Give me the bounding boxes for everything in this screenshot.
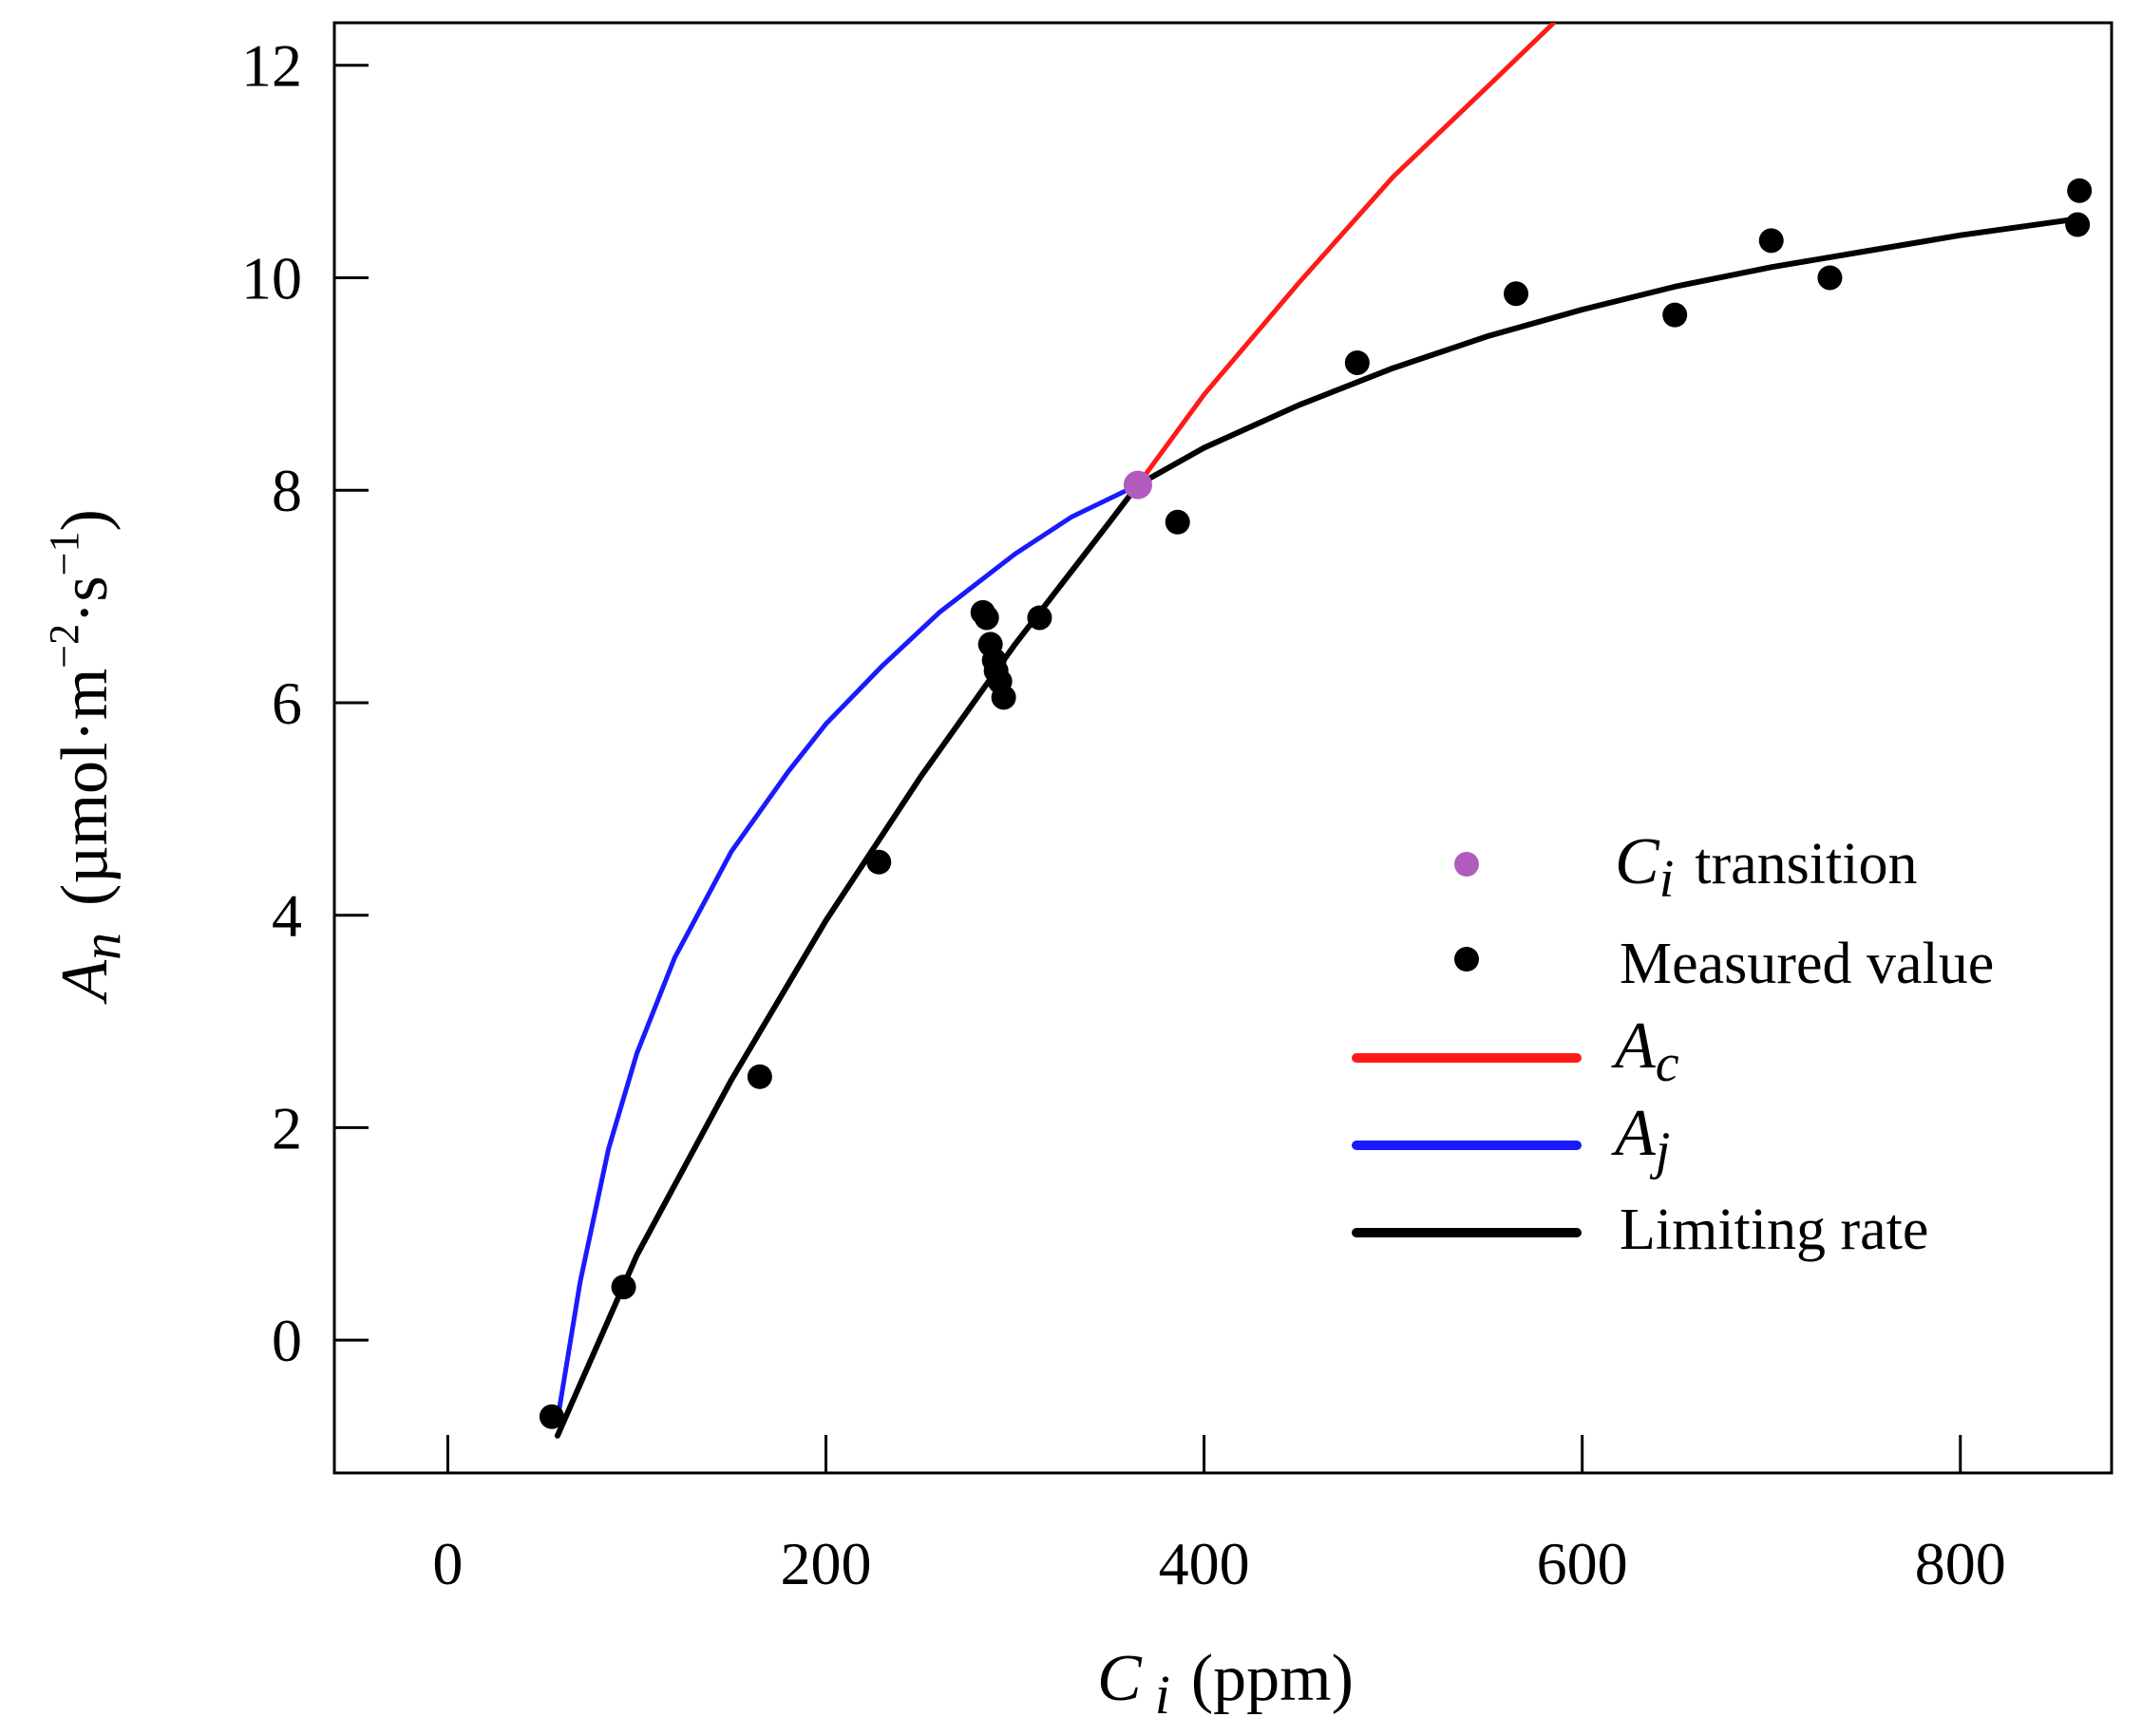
measured-point bbox=[611, 1274, 636, 1300]
legend-transition-label: Ci transition bbox=[1615, 825, 1917, 909]
y-tick-label: 8 bbox=[272, 457, 302, 524]
measured-point bbox=[747, 1064, 772, 1089]
measured-point bbox=[1817, 265, 1843, 291]
legend-limiting-label: Limiting rate bbox=[1620, 1198, 1928, 1262]
measured-point bbox=[1027, 605, 1052, 631]
transition-point bbox=[1123, 470, 1152, 500]
legend-transition-marker bbox=[1454, 852, 1479, 877]
x-tick-label: 200 bbox=[781, 1530, 872, 1597]
series-line-a-c bbox=[555, 23, 1557, 1439]
measured-point bbox=[1504, 281, 1529, 307]
measured-point bbox=[539, 1404, 564, 1429]
y-tick-label: 6 bbox=[272, 670, 302, 737]
y-axis-ticks: 0 2 4 6 8 10 12 bbox=[241, 32, 369, 1374]
measured-point bbox=[2067, 178, 2093, 203]
y-tick-label: 12 bbox=[241, 32, 302, 100]
series-layer bbox=[554, 23, 2077, 1439]
measured-point bbox=[1344, 349, 1370, 375]
measured-point bbox=[1662, 302, 1688, 328]
plot-frame bbox=[332, 21, 2114, 1475]
measured-point bbox=[1758, 228, 1784, 254]
measured-point bbox=[866, 849, 892, 875]
y-tick-label: 0 bbox=[272, 1307, 302, 1374]
legend-measured-marker bbox=[1454, 947, 1479, 972]
measured-point bbox=[2065, 212, 2091, 237]
x-tick-label: 400 bbox=[1159, 1530, 1250, 1597]
measured-point bbox=[974, 605, 999, 631]
y-tick-label: 4 bbox=[272, 882, 302, 950]
x-tick-label: 800 bbox=[1915, 1530, 2006, 1597]
measured-point bbox=[991, 685, 1016, 710]
legend-ac-label: Ac bbox=[1611, 1010, 1679, 1093]
x-axis-ticks: 0 200 400 600 800 bbox=[432, 1435, 2006, 1597]
legend-aj-label: Aj bbox=[1611, 1097, 1670, 1180]
legend-measured-label: Measured value bbox=[1620, 932, 1994, 996]
series-line-limiting-rate bbox=[554, 217, 2077, 1439]
y-axis-title: An(µmol·m−2·s−1) bbox=[41, 509, 132, 1005]
y-tick-label: 2 bbox=[272, 1094, 302, 1161]
x-tick-label: 0 bbox=[432, 1530, 463, 1597]
legend: Ci transition Measured value Ac Aj Limiti… bbox=[1352, 825, 1994, 1262]
measured-points bbox=[539, 178, 2093, 1429]
x-tick-label: 600 bbox=[1537, 1530, 1628, 1597]
y-tick-label: 10 bbox=[241, 244, 302, 311]
measured-point bbox=[1165, 509, 1190, 535]
